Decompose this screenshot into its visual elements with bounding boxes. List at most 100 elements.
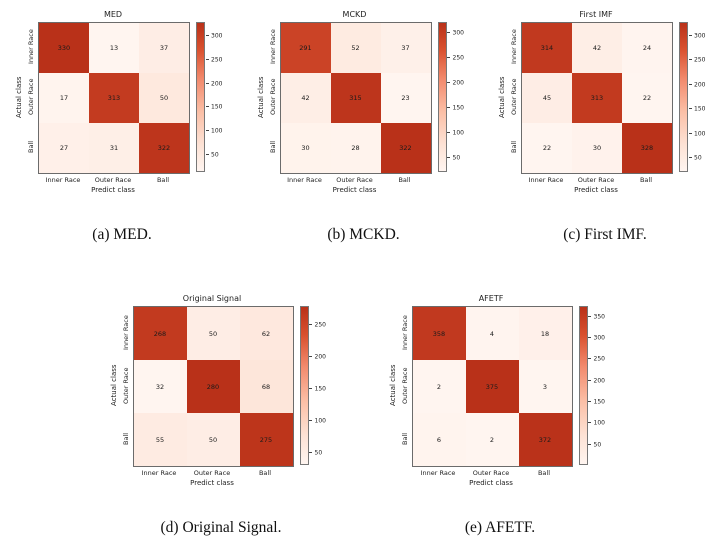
- heatmap-cell: 50: [186, 413, 240, 466]
- y-tick-labels: Inner Race Outer Race Ball: [119, 306, 133, 465]
- heatmap-cell: 30: [572, 123, 622, 173]
- heatmap-cell: 42: [280, 73, 331, 123]
- y-tick-label: Inner Race: [510, 29, 518, 65]
- x-tick-label: Ball: [258, 469, 272, 477]
- colorbar-tick-label: 250: [593, 355, 605, 363]
- colorbar-tick: [309, 356, 312, 358]
- colorbar-tick: [447, 82, 450, 84]
- x-tick-label: Inner Race: [45, 176, 81, 184]
- panel-first-imf: First IMF Actual class Inner Race Outer Rac…: [497, 10, 713, 244]
- colorbar-tick-label: 50: [452, 154, 461, 162]
- colorbar-tick-label: 250: [452, 54, 464, 62]
- colorbar-tick: [447, 57, 450, 59]
- heatmap-cell: 22: [522, 123, 572, 173]
- x-axis-label: Predict class: [332, 186, 377, 194]
- heatmap-cell: 280: [186, 360, 240, 413]
- colorbar-tick: [688, 132, 692, 134]
- confusion-matrix-med: MED Actual class Inner Race Outer Race Ball 3…: [14, 10, 230, 194]
- heatmap-cell: 23: [380, 73, 431, 123]
- x-tick-label: Inner Race: [528, 176, 564, 184]
- x-tick-label: Outer Race: [193, 469, 231, 477]
- colorbar-tick-label: 300: [694, 32, 706, 40]
- x-axis-label: Predict class: [574, 186, 618, 194]
- y-axis-label: Actual class: [388, 364, 397, 407]
- y-tick-label: Outer Race: [268, 78, 277, 116]
- y-tick-labels: Inner Race Outer Race Ball: [266, 22, 280, 172]
- colorbar-tick: [588, 336, 591, 338]
- colorbar-tick-label: 200: [593, 377, 605, 385]
- colorbar-tick: [588, 358, 591, 360]
- heatmap-cell: 50: [186, 307, 240, 360]
- colorbar-tick: [688, 157, 692, 159]
- y-tick-label: Inner Race: [121, 315, 130, 350]
- y-tick-label: Ball: [268, 140, 277, 154]
- heatmap-cell: 322: [380, 123, 431, 173]
- colorbar-tick-label: 250: [314, 321, 326, 329]
- colorbar-gradient: [437, 22, 447, 172]
- plot-title: MED: [103, 10, 123, 19]
- heatmap-cell: 27: [39, 123, 89, 173]
- colorbar-tick-label: 200: [694, 81, 706, 89]
- heatmap-cell: 50: [139, 73, 189, 123]
- heatmap-cell: 37: [380, 23, 431, 73]
- heatmap-cell: 291: [280, 23, 331, 73]
- x-tick-labels: Inner Race Outer Race Ball: [38, 176, 230, 184]
- heatmap-cell: 32: [133, 360, 187, 413]
- y-tick-labels: Inner Race Outer Race Ball: [24, 22, 38, 172]
- heatmap-cell: 275: [239, 413, 293, 466]
- heatmap-cell: 52: [330, 23, 381, 73]
- x-tick-labels: Inner Race Outer Race Ball: [412, 469, 613, 477]
- heatmap-cell: 17: [39, 73, 89, 123]
- x-tick-label: Inner Race: [420, 469, 456, 477]
- colorbar-tick: [688, 59, 692, 61]
- heatmap-cell: 313: [572, 73, 622, 123]
- colorbar-tick-label: 300: [452, 29, 464, 37]
- heatmap-grid: 291 52 37 42 315 23 30 28 322: [279, 22, 432, 174]
- heatmap-cell: 330: [39, 23, 89, 73]
- colorbar-tick-label: 300: [593, 334, 605, 342]
- plot-body: Actual class Inner Race Outer Race Ball 358 4…: [388, 306, 613, 467]
- x-tick-label: Ball: [156, 176, 170, 184]
- x-axis-label: Predict class: [469, 479, 513, 487]
- heatmap-cell: 2: [412, 360, 466, 413]
- heatmap-cell: 62: [239, 307, 293, 360]
- colorbar-gradient: [299, 306, 309, 465]
- heatmap-cell: 55: [133, 413, 187, 466]
- colorbar-tick-label: 50: [211, 151, 219, 158]
- plot-title: AFETF: [478, 294, 504, 303]
- colorbar: 50 100 150 200 250 300 350: [573, 306, 613, 465]
- x-tick-label: Outer Race: [472, 469, 510, 477]
- x-tick-label: Outer Race: [577, 176, 615, 184]
- plot-body: Actual class Inner Race Outer Race Ball 268 5…: [109, 306, 334, 467]
- colorbar-tick-label: 150: [211, 103, 223, 111]
- colorbar-tick: [588, 400, 591, 402]
- x-tick-label: Ball: [398, 176, 411, 184]
- x-tick-label: Ball: [639, 176, 653, 184]
- colorbar: 50 100 150 200 250 300: [432, 22, 472, 172]
- colorbar-tick: [447, 157, 450, 159]
- heatmap-cell: 315: [330, 73, 381, 123]
- colorbar-tick: [309, 452, 312, 454]
- colorbar-tick-label: 150: [694, 105, 706, 113]
- colorbar-tick-label: 300: [211, 32, 223, 40]
- colorbar-tick: [588, 443, 591, 445]
- colorbar-gradient: [578, 306, 588, 465]
- heatmap-cell: 13: [89, 23, 139, 73]
- colorbar-tick-label: 350: [593, 313, 605, 321]
- heatmap-cell: 24: [622, 23, 672, 73]
- colorbar-tick-label: 150: [314, 385, 326, 393]
- plot-title: Original Signal: [182, 294, 242, 303]
- colorbar-tick: [588, 315, 591, 317]
- colorbar-tick: [447, 107, 450, 109]
- heatmap-cell: 18: [518, 307, 572, 360]
- colorbar-tick: [588, 379, 591, 381]
- bottom-row: Original Signal Actual class Inner Race Out…: [0, 294, 721, 537]
- y-tick-label: Ball: [121, 432, 130, 445]
- y-tick-label: Outer Race: [400, 367, 409, 404]
- heatmap-cell: 68: [239, 360, 293, 413]
- x-tick-label: Outer Race: [336, 176, 373, 184]
- y-tick-label: Ball: [27, 140, 35, 154]
- colorbar-tick: [447, 32, 450, 34]
- panel-med: MED Actual class Inner Race Outer Race Ball 3…: [14, 10, 230, 244]
